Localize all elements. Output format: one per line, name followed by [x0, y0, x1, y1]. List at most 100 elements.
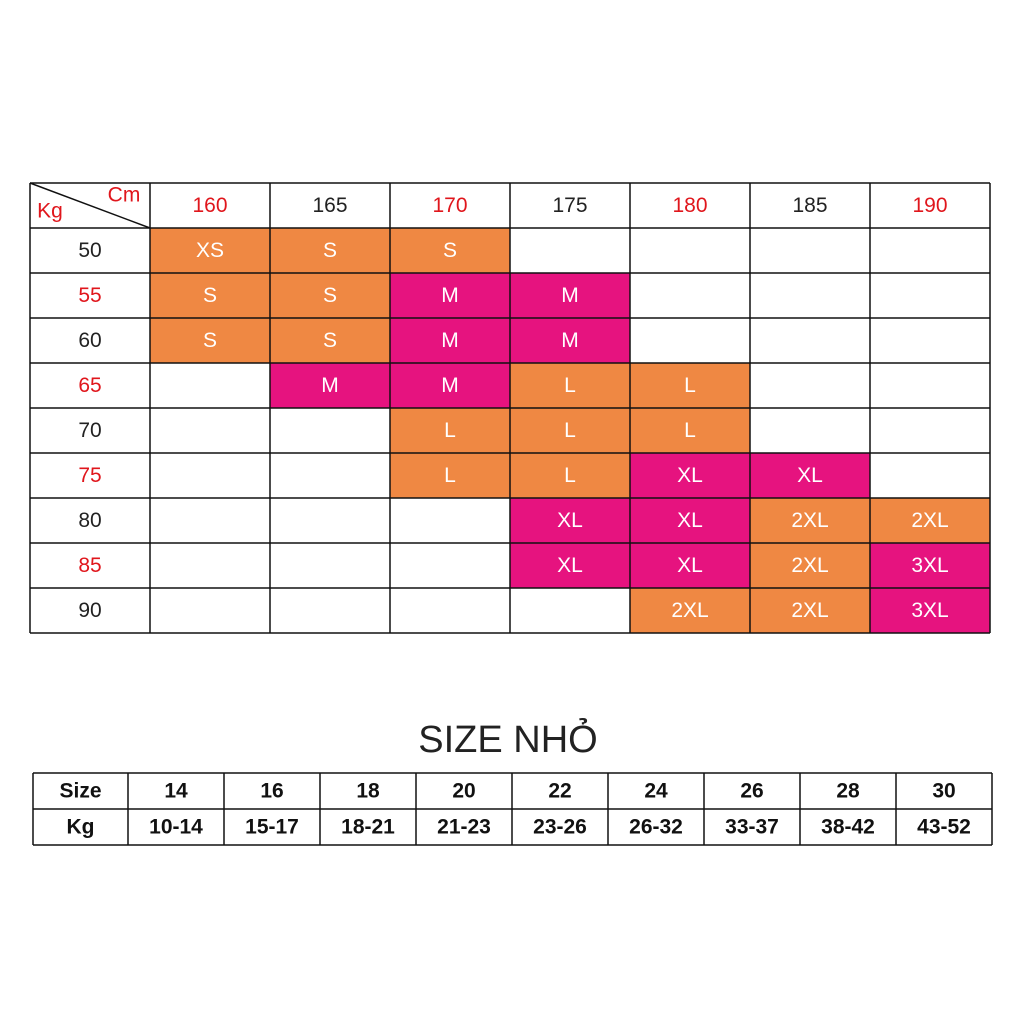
size-cell: 2XL [791, 599, 828, 622]
size-cell: 3XL [911, 554, 948, 577]
kg-value: 33-37 [725, 816, 779, 839]
kg-header: 70 [78, 419, 101, 442]
kg-header: 75 [78, 464, 101, 487]
kg-header: 90 [78, 599, 101, 622]
size-cell: L [564, 464, 576, 487]
size-cell-bg [870, 588, 990, 633]
size-value: 30 [932, 780, 955, 803]
height-header: 170 [432, 194, 467, 217]
size-cell: M [441, 329, 459, 352]
size-cell-bg [390, 318, 510, 363]
size-cell: S [323, 239, 337, 262]
size-cell-bg [270, 318, 390, 363]
size-cell-bg [750, 588, 870, 633]
size-cell: M [321, 374, 339, 397]
size-value: 22 [548, 780, 571, 803]
size-cell-bg [150, 273, 270, 318]
size-value: 24 [644, 780, 668, 803]
size-cell: S [443, 239, 457, 262]
size-cell: 2XL [911, 509, 948, 532]
size-cell-bg [630, 543, 750, 588]
size-value: 28 [836, 780, 860, 803]
size-cell-bg [510, 363, 630, 408]
height-header: 165 [312, 194, 347, 217]
corner-cm: Cm [108, 184, 141, 207]
size-cell-bg [150, 228, 270, 273]
size-cell: M [561, 329, 579, 352]
size-cell-bg [870, 543, 990, 588]
kg-value: 21-23 [437, 816, 491, 839]
size-cell-bg [510, 453, 630, 498]
size-cell-bg [150, 318, 270, 363]
size-cell: S [323, 284, 337, 307]
kg-value: 10-14 [149, 816, 203, 839]
size-cell: XS [196, 239, 224, 262]
size-cell: XL [677, 554, 703, 577]
size-cell: 2XL [791, 509, 828, 532]
size-cell-bg [510, 408, 630, 453]
size-label: Size [59, 780, 101, 803]
kg-header: 55 [78, 284, 101, 307]
size-cell-bg [630, 498, 750, 543]
size-cell-bg [390, 453, 510, 498]
height-header: 185 [792, 194, 827, 217]
size-cell-bg [630, 408, 750, 453]
size-cell-bg [390, 408, 510, 453]
size-cell-bg [510, 318, 630, 363]
height-header: 190 [912, 194, 947, 217]
size-cell-bg [270, 228, 390, 273]
height-header: 160 [192, 194, 227, 217]
size-cell: XL [677, 509, 703, 532]
small-size-title: SIZE NHỎ [418, 717, 597, 761]
height-header: 175 [552, 194, 587, 217]
kg-value: 26-32 [629, 816, 683, 839]
size-cell-bg [390, 228, 510, 273]
size-cell-bg [630, 588, 750, 633]
size-cell: M [441, 374, 459, 397]
size-value: 16 [260, 780, 283, 803]
size-cell-bg [750, 453, 870, 498]
size-cell-bg [510, 498, 630, 543]
size-value: 26 [740, 780, 763, 803]
size-cell: L [684, 419, 696, 442]
size-value: 14 [164, 780, 188, 803]
size-cell: 2XL [791, 554, 828, 577]
size-cell: M [441, 284, 459, 307]
size-value: 18 [356, 780, 380, 803]
kg-header: 65 [78, 374, 101, 397]
size-cell: XL [797, 464, 823, 487]
size-cell-bg [750, 543, 870, 588]
kg-value: 15-17 [245, 816, 299, 839]
size-cell: M [561, 284, 579, 307]
size-cell: S [323, 329, 337, 352]
size-cell: 3XL [911, 599, 948, 622]
kg-value: 18-21 [341, 816, 395, 839]
size-cell-bg [630, 363, 750, 408]
size-cell: L [564, 374, 576, 397]
size-cell: XL [677, 464, 703, 487]
size-cell: L [684, 374, 696, 397]
size-cell-bg [510, 543, 630, 588]
size-cell-bg [270, 363, 390, 408]
kg-header: 60 [78, 329, 101, 352]
size-value: 20 [452, 780, 475, 803]
size-cell: XL [557, 554, 583, 577]
corner-kg: Kg [37, 200, 63, 223]
size-cell: L [444, 419, 456, 442]
kg-header: 50 [78, 239, 101, 262]
kg-value: 38-42 [821, 816, 875, 839]
size-cell: XL [557, 509, 583, 532]
size-cell-bg [750, 498, 870, 543]
kg-value: 23-26 [533, 816, 587, 839]
height-header: 180 [672, 194, 707, 217]
kg-header: 85 [78, 554, 101, 577]
size-cell-bg [630, 453, 750, 498]
size-cell-bg [390, 273, 510, 318]
size-cell: S [203, 284, 217, 307]
size-cell-bg [390, 363, 510, 408]
size-cell: S [203, 329, 217, 352]
size-cell-bg [270, 273, 390, 318]
size-cell-bg [870, 498, 990, 543]
kg-value: 43-52 [917, 816, 971, 839]
